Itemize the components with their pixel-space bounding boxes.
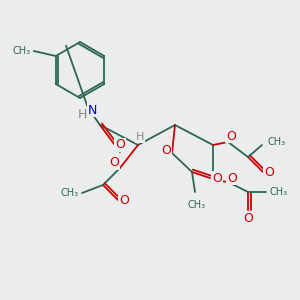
Text: CH₃: CH₃ [61,188,79,198]
Text: H: H [136,132,144,142]
Text: CH₃: CH₃ [188,200,206,210]
Text: O: O [226,130,236,142]
Text: O: O [264,166,274,178]
Text: O: O [227,172,237,184]
Text: N: N [87,103,97,116]
Text: O: O [119,194,129,206]
Text: O: O [212,172,222,184]
Text: O: O [161,143,171,157]
Text: CH₃: CH₃ [269,187,287,197]
Text: H: H [77,107,87,121]
Text: O: O [109,157,119,169]
Text: CH₃: CH₃ [267,137,285,147]
Text: CH₃: CH₃ [13,46,31,56]
Text: O: O [115,139,125,152]
Text: O: O [243,212,253,224]
